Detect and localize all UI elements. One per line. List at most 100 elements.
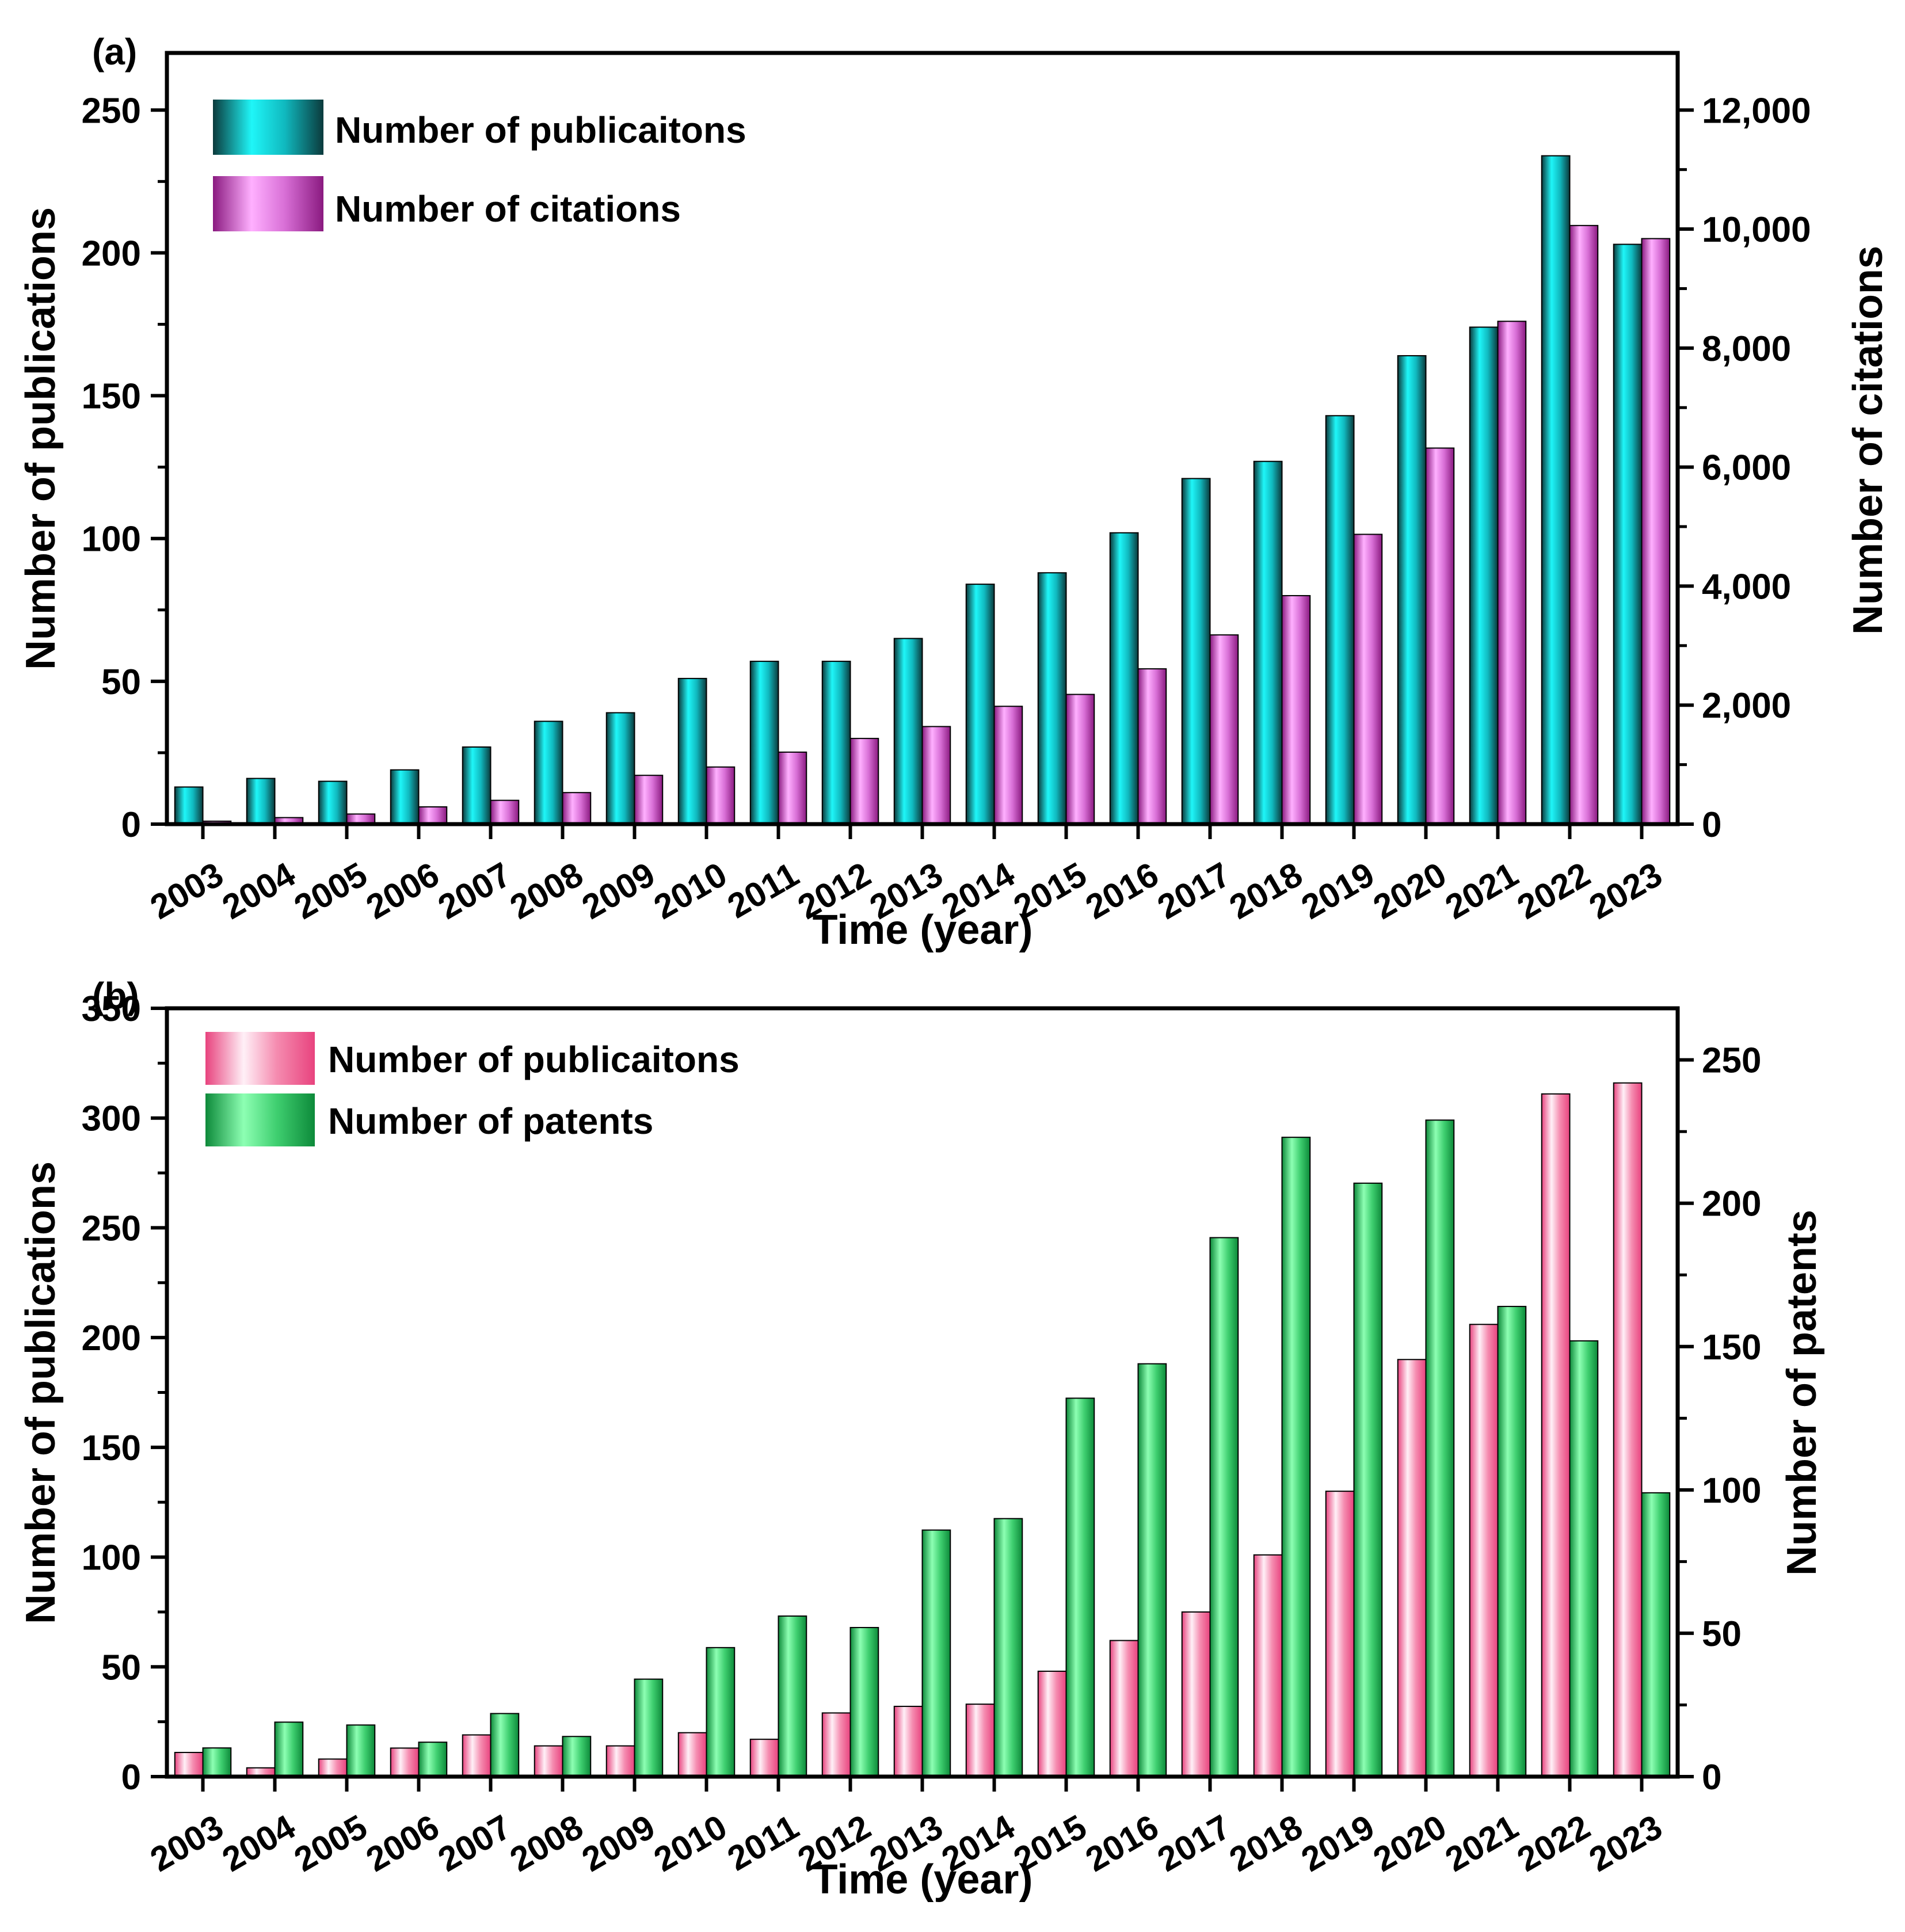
bar-series1-2006 [390, 1747, 420, 1778]
x-tick-label: 2010 [647, 855, 733, 927]
bar-series2-2007 [490, 1713, 520, 1777]
bar-series2-2011 [778, 1615, 807, 1777]
bar-series2-2012 [849, 1626, 879, 1778]
x-tick-label: 2011 [721, 855, 805, 925]
x-tick-label: 2007 [432, 1807, 517, 1879]
left-tick-label: 200 [82, 1319, 141, 1358]
right-tick-label: 0 [1702, 1758, 1721, 1797]
right-tick-label: 10,000 [1702, 210, 1811, 250]
left-tick-label: 0 [121, 805, 141, 845]
x-tick-label: 2021 [1439, 1807, 1525, 1879]
x-tick-label: 2004 [216, 1807, 302, 1879]
bar-series2-2023 [1641, 238, 1671, 825]
left-tick-label: 300 [82, 1099, 141, 1139]
panel-a-bars [174, 155, 1671, 825]
left-tick-label: 50 [101, 1648, 141, 1687]
x-tick-label: 2009 [576, 855, 661, 927]
bar-series2-2018 [1281, 595, 1311, 825]
x-tick-label: 2022 [1511, 855, 1597, 927]
bar-series1-2020 [1397, 355, 1427, 825]
bar-series2-2009 [634, 1678, 664, 1777]
bar-series1-2019 [1325, 415, 1355, 825]
legend-label-citations: Number of citations [335, 188, 681, 230]
bar-series1-2005 [318, 780, 348, 825]
left-tick-label: 150 [82, 377, 141, 417]
x-tick-label: 2005 [288, 855, 374, 927]
bar-series1-2012 [821, 1712, 851, 1778]
bar-series1-2015 [1037, 572, 1067, 825]
bar-series1-2015 [1037, 1670, 1067, 1778]
bar-series1-2023 [1613, 1082, 1643, 1777]
bar-series1-2018 [1253, 1554, 1283, 1777]
left-tick-label: 250 [82, 1209, 141, 1248]
bar-series2-2022 [1569, 1340, 1599, 1778]
bar-series2-2013 [921, 1529, 951, 1777]
x-tick-label: 2003 [144, 1807, 230, 1879]
left-tick-label: 50 [101, 662, 141, 702]
bar-series1-2011 [749, 661, 779, 825]
bar-series2-2015 [1065, 693, 1095, 825]
legend-label-publications-b: Number of publicaitons [328, 1039, 740, 1080]
bar-series1-2014 [965, 584, 995, 825]
panel-b-label: (b) [92, 975, 139, 1016]
x-tick-label: 2017 [1151, 855, 1237, 927]
bar-series1-2012 [821, 661, 851, 825]
bar-series1-2019 [1325, 1491, 1355, 1777]
panel-a-left-axis-title: Number of publications [18, 207, 64, 670]
panel-b-legend: Number of publicaitons Number of patents [205, 1032, 740, 1146]
bar-series1-2004 [246, 778, 276, 825]
left-tick-label: 150 [82, 1428, 141, 1468]
right-tick-label: 4,000 [1702, 567, 1791, 607]
right-tick-label: 100 [1702, 1471, 1761, 1511]
x-tick-label: 2010 [647, 1807, 733, 1879]
panel-a-label: (a) [92, 31, 137, 73]
bar-series2-2010 [706, 1647, 736, 1778]
left-tick-label: 200 [82, 234, 141, 273]
bar-series1-2020 [1397, 1359, 1427, 1777]
bar-series1-2013 [893, 638, 923, 825]
bar-series1-2016 [1109, 1640, 1139, 1778]
x-tick-label: 2016 [1079, 1807, 1165, 1879]
bar-series2-2003 [202, 1747, 232, 1777]
x-tick-label: 2021 [1439, 855, 1525, 927]
x-tick-label: 2023 [1583, 855, 1668, 927]
bar-series2-2006 [418, 1742, 448, 1777]
panel-a-chart: (a) 0 50 100 150 200 250 0 2,000 4,000 6,000 8,000… [18, 31, 1891, 953]
legend-swatch-citations [213, 176, 323, 231]
x-tick-label: 2005 [288, 1807, 374, 1879]
bar-series2-2004 [274, 1721, 304, 1778]
panel-b-chart: (b) 0 50 100 150 200 250 300 350 0 50 100 150 200 250… [18, 975, 1825, 1903]
bar-series2-2014 [993, 706, 1023, 825]
bar-series2-2019 [1353, 534, 1383, 825]
panel-a-x-axis-title: Time (year) [813, 907, 1033, 953]
bar-series1-2016 [1109, 532, 1139, 825]
bar-series1-2003 [174, 1752, 204, 1778]
bar-series1-2021 [1469, 326, 1499, 825]
bar-series2-2010 [706, 766, 736, 825]
bar-series2-2015 [1065, 1397, 1095, 1777]
panel-b-right-axis-title: Number of patents [1779, 1210, 1825, 1576]
x-tick-label: 2008 [504, 1807, 589, 1879]
bar-series1-2008 [534, 721, 563, 825]
bar-series1-2017 [1181, 1611, 1211, 1777]
bar-series1-2009 [605, 1745, 635, 1778]
left-tick-label: 100 [82, 1538, 141, 1578]
left-tick-label: 350 [82, 989, 141, 1029]
bar-series2-2021 [1497, 1306, 1527, 1778]
bar-series2-2013 [921, 726, 951, 825]
bar-series2-2009 [634, 775, 664, 825]
x-tick-label: 2020 [1367, 1807, 1453, 1879]
x-tick-label: 2023 [1583, 1807, 1668, 1879]
panel-b-bars [174, 1082, 1671, 1778]
bar-series2-2018 [1281, 1137, 1311, 1777]
bar-series2-2016 [1137, 668, 1167, 825]
bar-series2-2023 [1641, 1492, 1671, 1777]
bar-series1-2021 [1469, 1324, 1499, 1777]
right-tick-label: 200 [1702, 1184, 1761, 1224]
x-tick-label: 2003 [144, 855, 230, 927]
bar-series2-2022 [1569, 224, 1599, 825]
bar-series2-2019 [1353, 1182, 1383, 1778]
bar-series1-2017 [1181, 478, 1211, 825]
left-tick-label: 0 [121, 1758, 141, 1797]
